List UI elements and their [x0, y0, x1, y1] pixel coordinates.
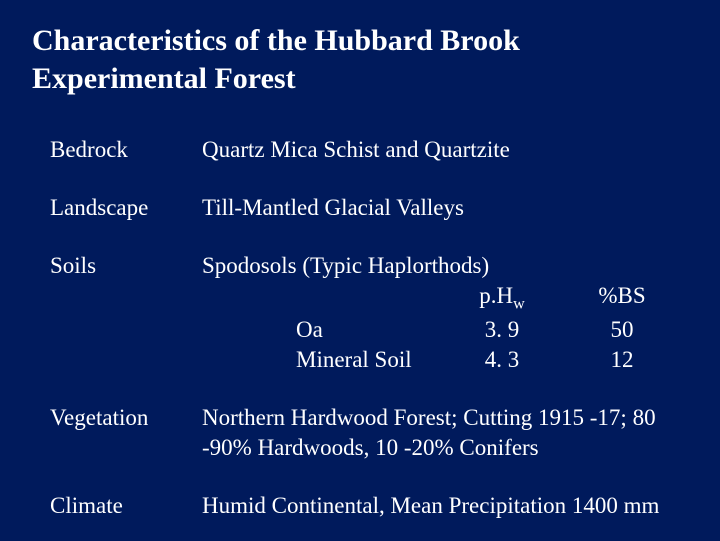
label-landscape: Landscape	[50, 193, 202, 223]
value-bedrock: Quartz Mica Schist and Quartzite	[202, 135, 688, 165]
soils-hdr-3: %BS	[562, 281, 682, 316]
soils-table: p.Hw %BS Oa 3. 9 50 Mineral Soil 4. 3 12	[292, 281, 688, 375]
content-rows: Bedrock Quartz Mica Schist and Quartzite…	[32, 135, 688, 521]
soils-hdr-1	[292, 281, 442, 316]
soils-r2c1: Mineral Soil	[292, 345, 442, 375]
value-vegetation: Northern Hardwood Forest; Cutting 1915 -…	[202, 403, 688, 463]
soils-r2c2: 4. 3	[442, 345, 562, 375]
slide-title: Characteristics of the Hubbard Brook Exp…	[32, 22, 688, 97]
row-vegetation: Vegetation Northern Hardwood Forest; Cut…	[50, 403, 688, 463]
soils-r1c2: 3. 9	[442, 315, 562, 345]
soils-heading: Spodosols (Typic Haplorthods)	[202, 251, 688, 281]
value-soils: Spodosols (Typic Haplorthods) p.Hw %BS O…	[202, 251, 688, 375]
label-vegetation: Vegetation	[50, 403, 202, 433]
row-soils: Soils Spodosols (Typic Haplorthods) p.Hw…	[50, 251, 688, 375]
row-climate: Climate Humid Continental, Mean Precipit…	[50, 491, 688, 521]
slide: Characteristics of the Hubbard Brook Exp…	[0, 0, 720, 541]
row-landscape: Landscape Till-Mantled Glacial Valleys	[50, 193, 688, 223]
value-climate: Humid Continental, Mean Precipitation 14…	[202, 491, 688, 521]
soils-r1c3: 50	[562, 315, 682, 345]
label-bedrock: Bedrock	[50, 135, 202, 165]
soils-hdr-2: p.Hw	[442, 281, 562, 316]
soils-r2c3: 12	[562, 345, 682, 375]
soils-r1c1: Oa	[292, 315, 442, 345]
label-climate: Climate	[50, 491, 202, 521]
label-soils: Soils	[50, 251, 202, 281]
row-bedrock: Bedrock Quartz Mica Schist and Quartzite	[50, 135, 688, 165]
value-landscape: Till-Mantled Glacial Valleys	[202, 193, 688, 223]
